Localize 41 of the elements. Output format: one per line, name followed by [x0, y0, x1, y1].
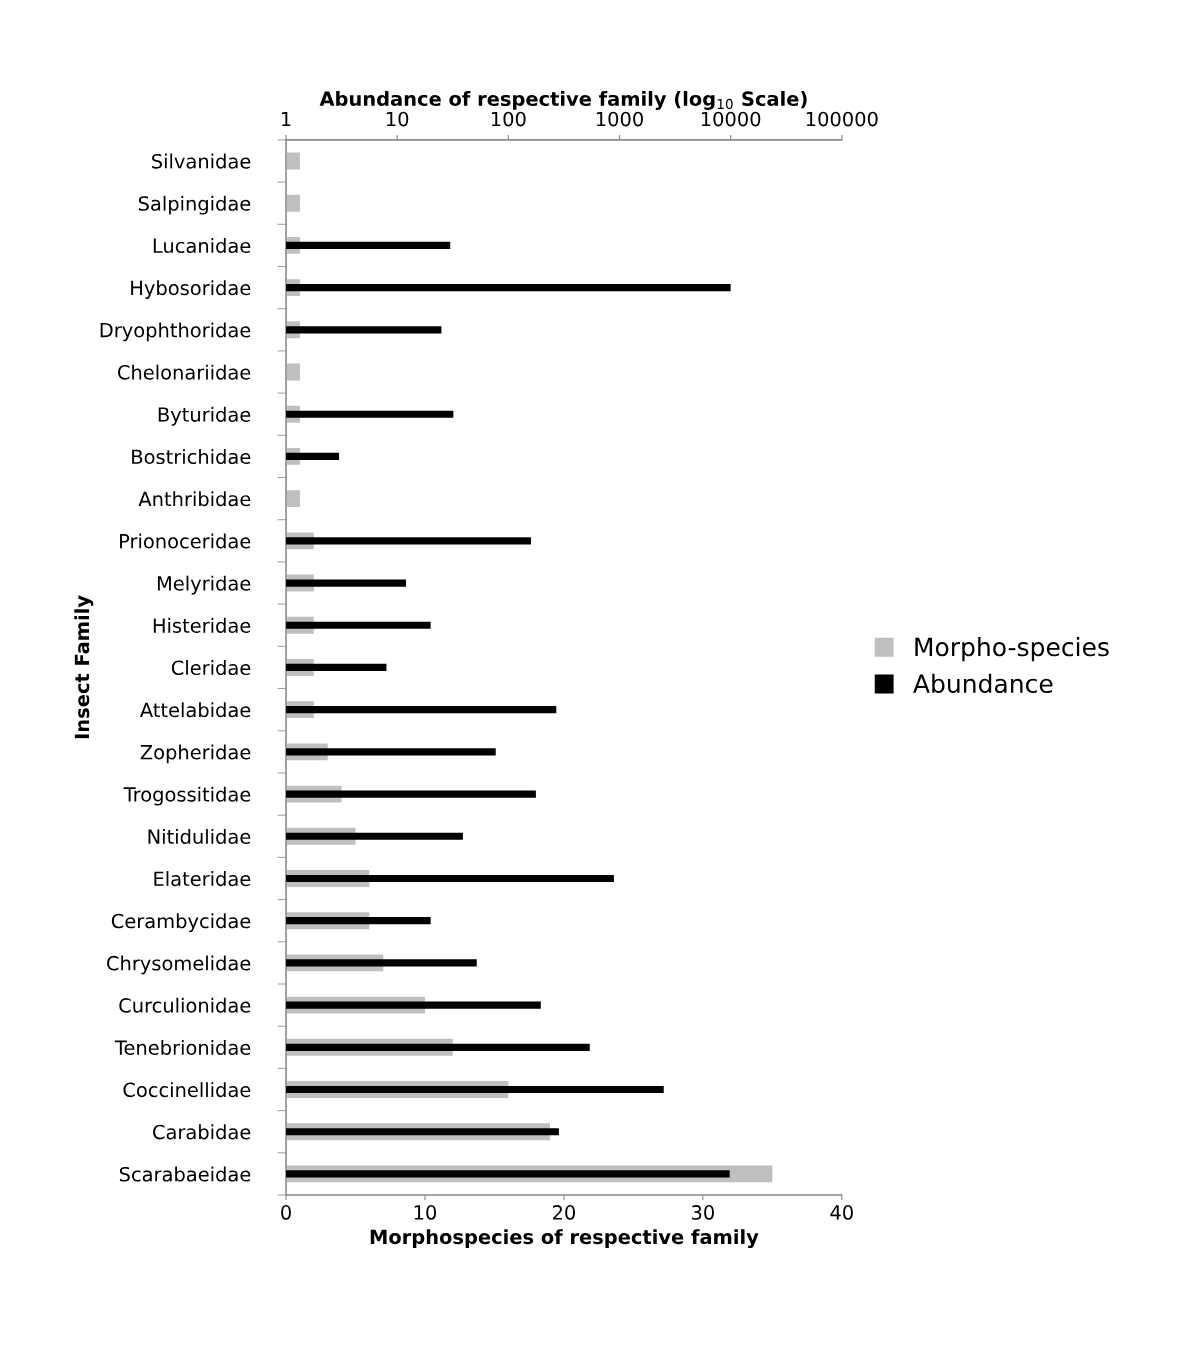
- x2-tick-label: 1000: [596, 111, 643, 127]
- x2-tick-label: 100: [491, 111, 526, 127]
- y-tick-label: Cerambycidae: [111, 913, 251, 933]
- x2-tick-label: 1: [281, 111, 291, 127]
- y-tick-label: Salpingidae: [138, 195, 251, 215]
- y-tick-label: Cleridae: [171, 660, 251, 676]
- x-tick-label: 20: [552, 1205, 575, 1220]
- legend-label: Morpho-species: [915, 637, 1109, 662]
- y-tick-label: Prionoceridae: [120, 533, 251, 549]
- y-tick-label: Chelonariidae: [117, 364, 251, 380]
- y-tick-label: Byturidae: [158, 406, 251, 426]
- y-tick-label: Attelabidae: [140, 702, 251, 718]
- y-tick-label: Lucanidae: [153, 238, 251, 254]
- x2-tick-label: 10000: [701, 111, 761, 127]
- y-tick-label: Carabidae: [153, 1124, 251, 1140]
- y-tick-label: Nitidulidae: [148, 828, 251, 844]
- y-tick-label: Histeridae: [153, 617, 251, 633]
- y-tick-label: Silvanidae: [152, 153, 251, 169]
- y-tick-label: Dryophthoridae: [100, 322, 251, 342]
- x2-axis-title: Abundance of respective family (log$_{10}$ Scale): [319, 91, 807, 110]
- y-tick-label: Trogossitidae: [123, 786, 251, 806]
- legend-label: Abundance: [913, 673, 1053, 694]
- y-tick-label: Melyridae: [157, 575, 251, 595]
- x-tick-label: 10: [414, 1205, 437, 1220]
- y-axis-title: Insect Family: [74, 595, 94, 739]
- y-tick-label: Tenebrionidae: [114, 1039, 251, 1055]
- x2-tick-label: 10: [386, 111, 409, 127]
- x-axis-title: Morphospecies of respective family: [370, 1229, 759, 1249]
- y-tick-label: Curculionidae: [119, 997, 251, 1013]
- y-tick-label: Coccinellidae: [123, 1082, 251, 1098]
- x2-tick-label: 100000: [806, 111, 878, 127]
- y-tick-label: Bostrichidae: [132, 449, 251, 465]
- y-tick-label: Chrysomelidae: [107, 955, 251, 975]
- y-tick-label: Hybosoridae: [131, 280, 251, 300]
- y-tick-label: Zopheridae: [140, 744, 251, 764]
- x-tick-label: 30: [691, 1205, 714, 1220]
- y-tick-label: Anthribidae: [138, 491, 251, 507]
- y-tick-label: Elateridae: [154, 871, 251, 887]
- x-tick-label: 0: [281, 1205, 291, 1220]
- y-tick-label: Scarabaeidae: [119, 1166, 251, 1182]
- x-tick-label: 40: [830, 1205, 853, 1220]
